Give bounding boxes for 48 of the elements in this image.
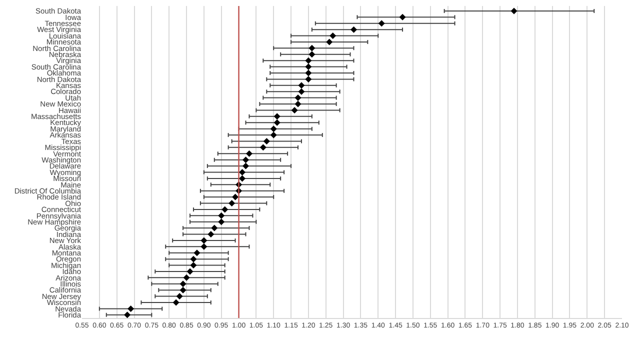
point: [294, 100, 302, 108]
point: [274, 113, 280, 120]
point: [242, 162, 249, 170]
point: [218, 212, 225, 219]
point: [270, 126, 277, 132]
point: [260, 144, 266, 151]
point: [298, 82, 305, 89]
point: [218, 218, 225, 226]
point: [180, 286, 186, 294]
point: [208, 231, 214, 238]
point: [308, 51, 316, 58]
point: [200, 237, 208, 244]
point: [274, 119, 280, 126]
point: [239, 175, 246, 182]
point: [350, 26, 357, 33]
point: [510, 8, 518, 14]
point: [326, 38, 333, 46]
point: [200, 243, 208, 250]
point: [330, 32, 336, 40]
point: [232, 194, 239, 200]
point: [124, 312, 131, 318]
point: [270, 132, 277, 138]
point: [128, 305, 134, 312]
point: [172, 299, 180, 306]
point: [308, 44, 316, 52]
point: [305, 64, 312, 70]
point: [176, 293, 183, 300]
point: [246, 150, 252, 157]
point: [298, 88, 305, 95]
point: [305, 76, 312, 82]
point: [228, 200, 236, 206]
point: [211, 224, 218, 232]
point: [399, 14, 406, 20]
point: [180, 280, 186, 288]
point: [194, 250, 200, 256]
point: [239, 168, 246, 176]
point: [186, 268, 194, 275]
point: [291, 106, 298, 114]
point: [305, 70, 312, 76]
point: [263, 138, 270, 144]
point: [190, 256, 197, 262]
point: [294, 94, 302, 102]
point: [305, 57, 312, 64]
point: [183, 274, 190, 281]
point: [190, 262, 197, 269]
point: [222, 206, 228, 213]
point: [378, 20, 385, 27]
point: [242, 156, 249, 164]
